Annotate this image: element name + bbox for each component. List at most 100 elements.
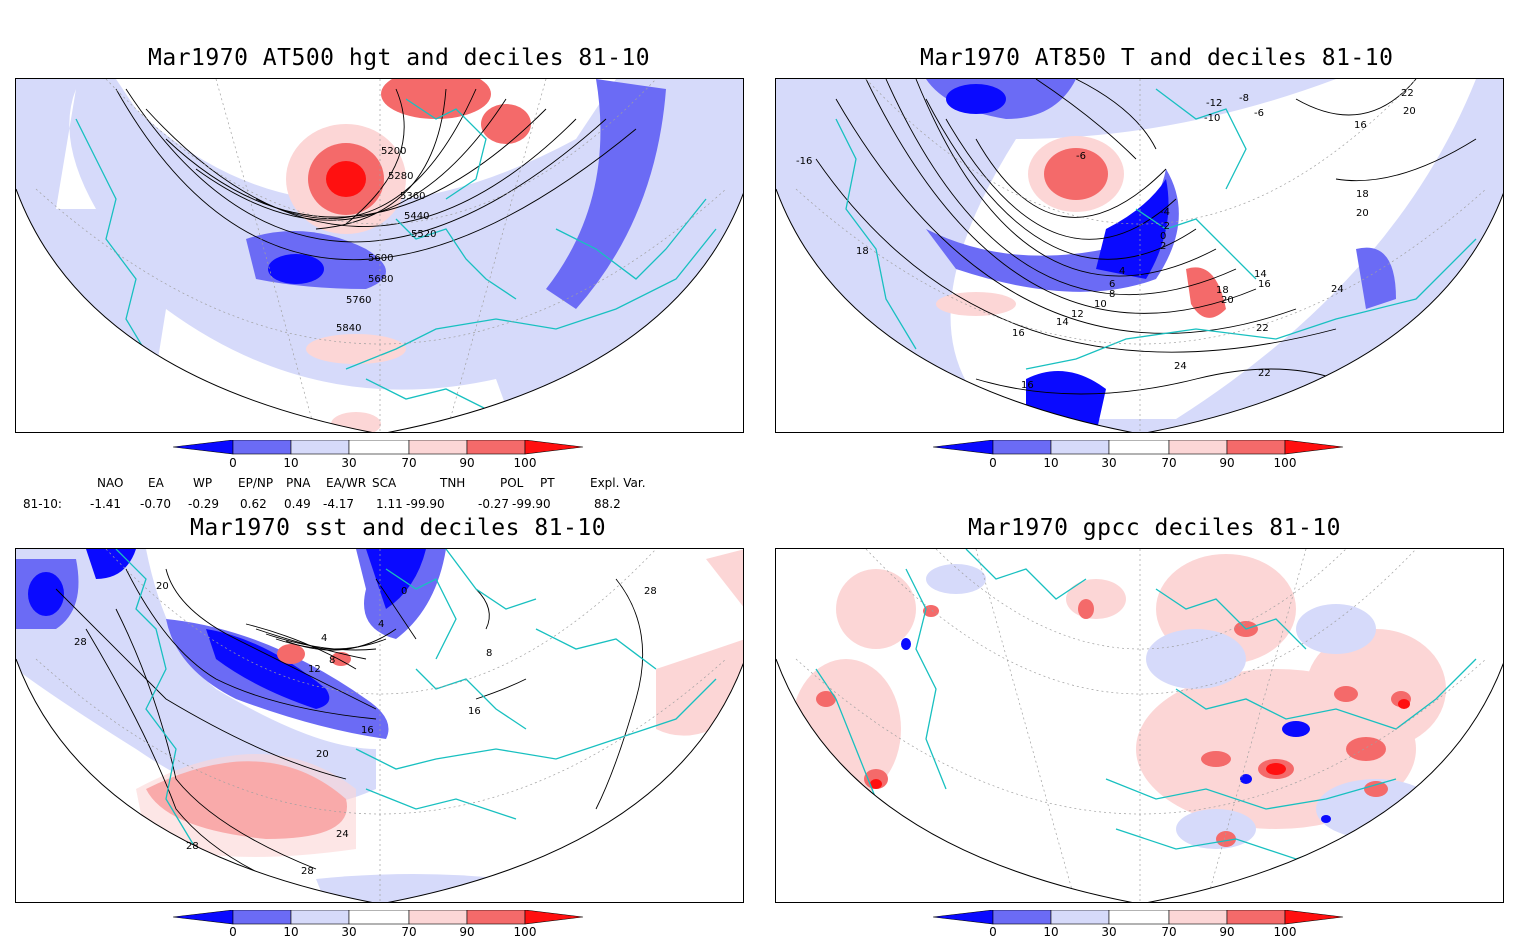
contour-label: 20 (1403, 106, 1416, 117)
contour-label: 16 (361, 725, 374, 736)
index-value: -99.90 (406, 497, 445, 511)
contour-label: 20 (156, 581, 169, 592)
contour-label: 5360 (400, 191, 425, 202)
contour-label: 22 (1401, 88, 1414, 99)
contour-label: -8 (1239, 93, 1249, 104)
colorbar-tick: 90 (459, 925, 475, 939)
index-value: -1.41 (90, 497, 122, 511)
contour-label: 18 (1356, 189, 1369, 200)
index-value: -0.27 (478, 497, 510, 511)
panel-title-gpcc: Mar1970 gpcc deciles 81-10 (968, 515, 1342, 541)
colorbar-tick: 100 (513, 456, 537, 470)
panel-title-sst: Mar1970 sst and deciles 81-10 (190, 515, 607, 541)
contour-label: 4 (1119, 266, 1125, 277)
index-header: WP (193, 476, 213, 490)
index-header: POL (500, 476, 524, 490)
index-value: 88.2 (594, 497, 621, 511)
panel-title-t850: Mar1970 AT850 T and deciles 81-10 (920, 45, 1394, 71)
contour-label: 8 (329, 655, 335, 666)
contour-label: -16 (796, 156, 812, 167)
contour-label: 6 (1109, 279, 1115, 290)
contour-label: 22 (1258, 368, 1271, 379)
colorbar-top-right (933, 440, 1344, 455)
colorbar-bottom-right (933, 910, 1344, 925)
contour-label: 5440 (404, 211, 429, 222)
index-header: Expl. Var. (590, 476, 646, 490)
colorbar-tick: 10 (283, 925, 299, 939)
index-header: EP/NP (238, 476, 274, 490)
colorbar-tick: 70 (401, 925, 417, 939)
contour-label: 5680 (368, 274, 393, 285)
contour-label: 0 (1160, 231, 1166, 242)
contour-label: 20 (316, 749, 329, 760)
index-value: 0.49 (284, 497, 311, 511)
contour-label: 22 (1256, 323, 1269, 334)
index-value: -0.29 (188, 497, 220, 511)
contour-label: 28 (644, 586, 657, 597)
colorbar-tick: 90 (459, 456, 475, 470)
colorbar-tick: 0 (989, 456, 997, 470)
contour-label: 24 (1174, 361, 1187, 372)
contour-label: 18 (856, 246, 869, 257)
contour-label: -4 (1160, 207, 1170, 218)
index-header: NAO (97, 476, 124, 490)
index-header: PT (540, 476, 555, 490)
contour-label: 8 (1109, 289, 1115, 300)
index-row-label: 81-10: (23, 497, 62, 511)
map-sst: 0 4 4 8 8 12 16 16 20 20 24 28 28 28 28 (15, 548, 744, 903)
index-value: 1.11 (376, 497, 403, 511)
contour-label: -6 (1076, 151, 1086, 162)
contour-label: 20 (1221, 295, 1234, 306)
contour-label: 16 (468, 706, 481, 717)
colorbar-seg (173, 440, 234, 455)
contour-label: 12 (308, 664, 321, 675)
colorbar-tick: 90 (1219, 456, 1235, 470)
contour-label: 16 (1021, 380, 1034, 391)
contour-label: 14 (1056, 317, 1069, 328)
colorbar-tick: 30 (341, 925, 357, 939)
contour-label: 5760 (346, 295, 371, 306)
contour-label: 5280 (388, 171, 413, 182)
contour-label: 8 (486, 648, 492, 659)
contour-label: -2 (1160, 221, 1170, 232)
index-value: -0.70 (140, 497, 172, 511)
colorbar-tick: 100 (513, 925, 537, 939)
contour-label: 20 (1356, 208, 1369, 219)
contour-label: 24 (336, 829, 349, 840)
colorbar-top-left (173, 440, 584, 455)
contour-label: 5200 (381, 146, 406, 157)
contour-label: 0 (401, 586, 407, 597)
colorbar-tick: 30 (341, 456, 357, 470)
panel-title-hgt: Mar1970 AT500 hgt and deciles 81-10 (148, 45, 651, 71)
index-header: SCA (372, 476, 397, 490)
contour-label: 2 (1160, 241, 1166, 252)
colorbar-bottom-left (173, 910, 584, 925)
colorbar-tick: 70 (401, 456, 417, 470)
contour-label: -12 (1206, 98, 1222, 109)
contour-label: -6 (1254, 108, 1264, 119)
colorbar-tick: 70 (1161, 456, 1177, 470)
contour-label: 10 (1094, 299, 1107, 310)
contour-label: 16 (1012, 328, 1025, 339)
contour-label: 16 (1258, 279, 1271, 290)
colorbar-tick: 90 (1219, 925, 1235, 939)
map-t850: -12 -10 -8 -6 -6 -4 -2 0 2 4 6 8 10 12 1… (775, 78, 1504, 433)
colorbar-tick: 30 (1101, 456, 1117, 470)
index-value: 0.62 (240, 497, 267, 511)
colorbar-tick: 0 (229, 456, 237, 470)
contour-label: 4 (321, 633, 327, 644)
colorbar-tick: 0 (229, 925, 237, 939)
contour-label: 14 (1254, 269, 1267, 280)
index-header: TNH (440, 476, 466, 490)
contour-label: 28 (74, 637, 87, 648)
contour-label: 18 (1216, 285, 1229, 296)
contour-label: 4 (378, 619, 384, 630)
map-gpcc (775, 548, 1504, 903)
colorbar-tick: 10 (283, 456, 299, 470)
index-header: PNA (286, 476, 311, 490)
contour-label: 5520 (411, 229, 436, 240)
index-value: -99.90 (512, 497, 551, 511)
index-header: EA (148, 476, 164, 490)
contour-label: 5840 (336, 323, 361, 334)
colorbar-tick: 10 (1043, 456, 1059, 470)
